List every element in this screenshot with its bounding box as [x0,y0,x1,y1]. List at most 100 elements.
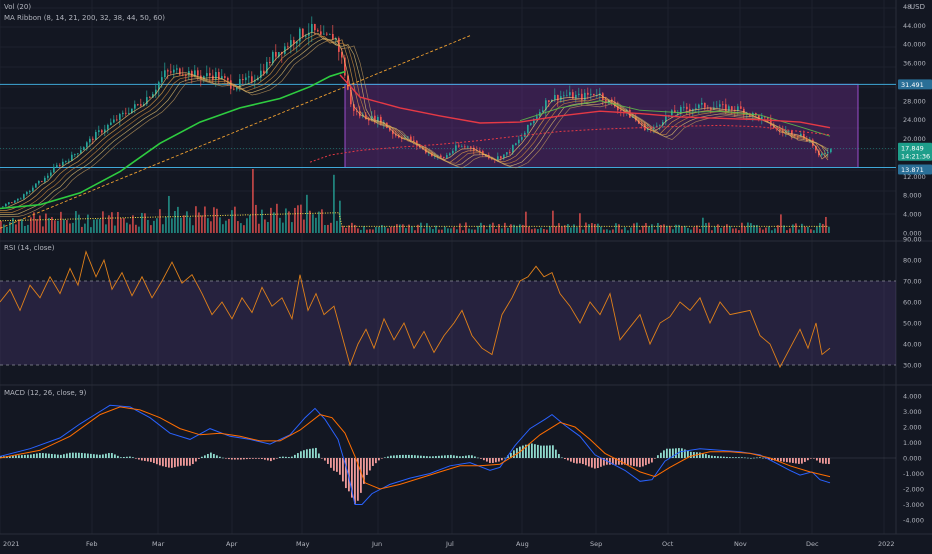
candle-body [128,112,130,114]
volume-bar [609,230,611,233]
volume-bar [423,228,425,233]
candle-body [725,104,727,111]
macd-histogram-bar [510,452,512,458]
macd-histogram-bar [567,458,569,461]
volume-bar [774,228,776,233]
volume-bar [495,228,497,233]
volume-bar [510,224,512,233]
macd-histogram-bar [132,457,134,458]
macd-histogram-bar [477,457,479,459]
volume-bar [192,225,194,233]
volume-bar [456,229,458,233]
macd-histogram-bar [711,455,713,458]
volume-bar [417,224,419,233]
volume-bar [180,217,182,233]
macd-histogram-bar [153,458,155,464]
candle-body [806,138,808,142]
volume-bar [750,223,752,233]
volume-bar [375,227,377,233]
macd-histogram-bar [288,457,290,458]
candle-body [191,71,193,78]
volume-bar [723,226,725,233]
volume-bar [15,224,17,233]
time-tick-label: Jul [445,540,454,548]
volume-bar [696,225,698,233]
macd-histogram-bar [234,458,236,460]
macd-histogram-bar [24,454,26,458]
macd-histogram-bar [15,455,17,458]
volume-bar [441,229,443,233]
candle-body [770,118,772,126]
macd-histogram-bar [231,458,233,460]
candle-body [56,165,58,167]
legend-macd[interactable]: MACD (12, 26, close, 9) [4,389,87,397]
macd-histogram-bar [603,458,605,466]
macd-histogram-bar [33,454,35,458]
macd-histogram-bar [399,454,401,458]
volume-bar [597,223,599,233]
macd-tick-label: -2.000 [903,486,924,494]
volume-bar [546,229,548,233]
candle-body [464,146,466,148]
volume-bar [393,226,395,233]
candle-body [446,155,448,158]
volume-bar [621,229,623,233]
macd-histogram-bar [63,454,65,458]
volume-bar [729,226,731,233]
candle-body [782,130,784,132]
macd-histogram-bar [537,444,539,458]
macd-histogram-bar [87,453,89,458]
lower-level-tag-bg [898,164,932,175]
macd-histogram-bar [204,455,206,458]
macd-histogram-bar [756,457,758,459]
macd-histogram-bar [717,456,719,458]
macd-histogram-bar [315,447,317,458]
macd-histogram-bar [243,458,245,460]
candle-body [92,138,94,140]
volume-bar [405,228,407,233]
candle-body [443,157,445,158]
signal-line [0,406,831,490]
candle-body [314,24,316,31]
macd-histogram-bar [285,456,287,458]
candle-body [503,154,505,159]
candle-body [755,113,757,116]
currency-label: USD [910,3,925,11]
candle-body [131,108,133,113]
macd-histogram-bar [450,454,452,458]
macd-histogram-bar [327,458,329,464]
macd-histogram-bar [525,444,527,458]
volume-bar [759,227,761,233]
volume-bar [744,226,746,233]
candle-body [824,153,826,155]
volume-bar [645,223,647,233]
macd-histogram-bar [459,456,461,458]
candle-body [221,76,223,80]
volume-bar [747,222,749,233]
candle-body [224,76,226,78]
macd-histogram-bar [372,458,374,466]
legend-vol[interactable]: Vol (20) [4,3,32,11]
volume-bar [24,226,26,233]
candle-body [506,152,508,155]
price-tick-label: 8.000 [903,192,922,200]
legend-rsi[interactable]: RSI (14, close) [4,244,55,252]
candle-body [80,150,82,154]
macd-histogram-bar [444,455,446,458]
candle-body [584,92,586,100]
candle-body [554,94,556,100]
macd-histogram-bar [726,456,728,458]
volume-bar [108,215,110,233]
candle-body [20,198,22,200]
candle-body [737,106,739,111]
candle-body [560,96,562,101]
macd-histogram-bar [417,455,419,458]
macd-histogram-bar [51,453,53,458]
macd-histogram-bar [645,458,647,466]
rsi-tick-label: 40.00 [903,341,922,349]
macd-histogram-bar [228,458,230,460]
legend-ma-ribbon[interactable]: MA Ribbon (8, 14, 21, 200, 32, 38, 44, 5… [4,14,165,22]
candle-body [203,76,205,80]
